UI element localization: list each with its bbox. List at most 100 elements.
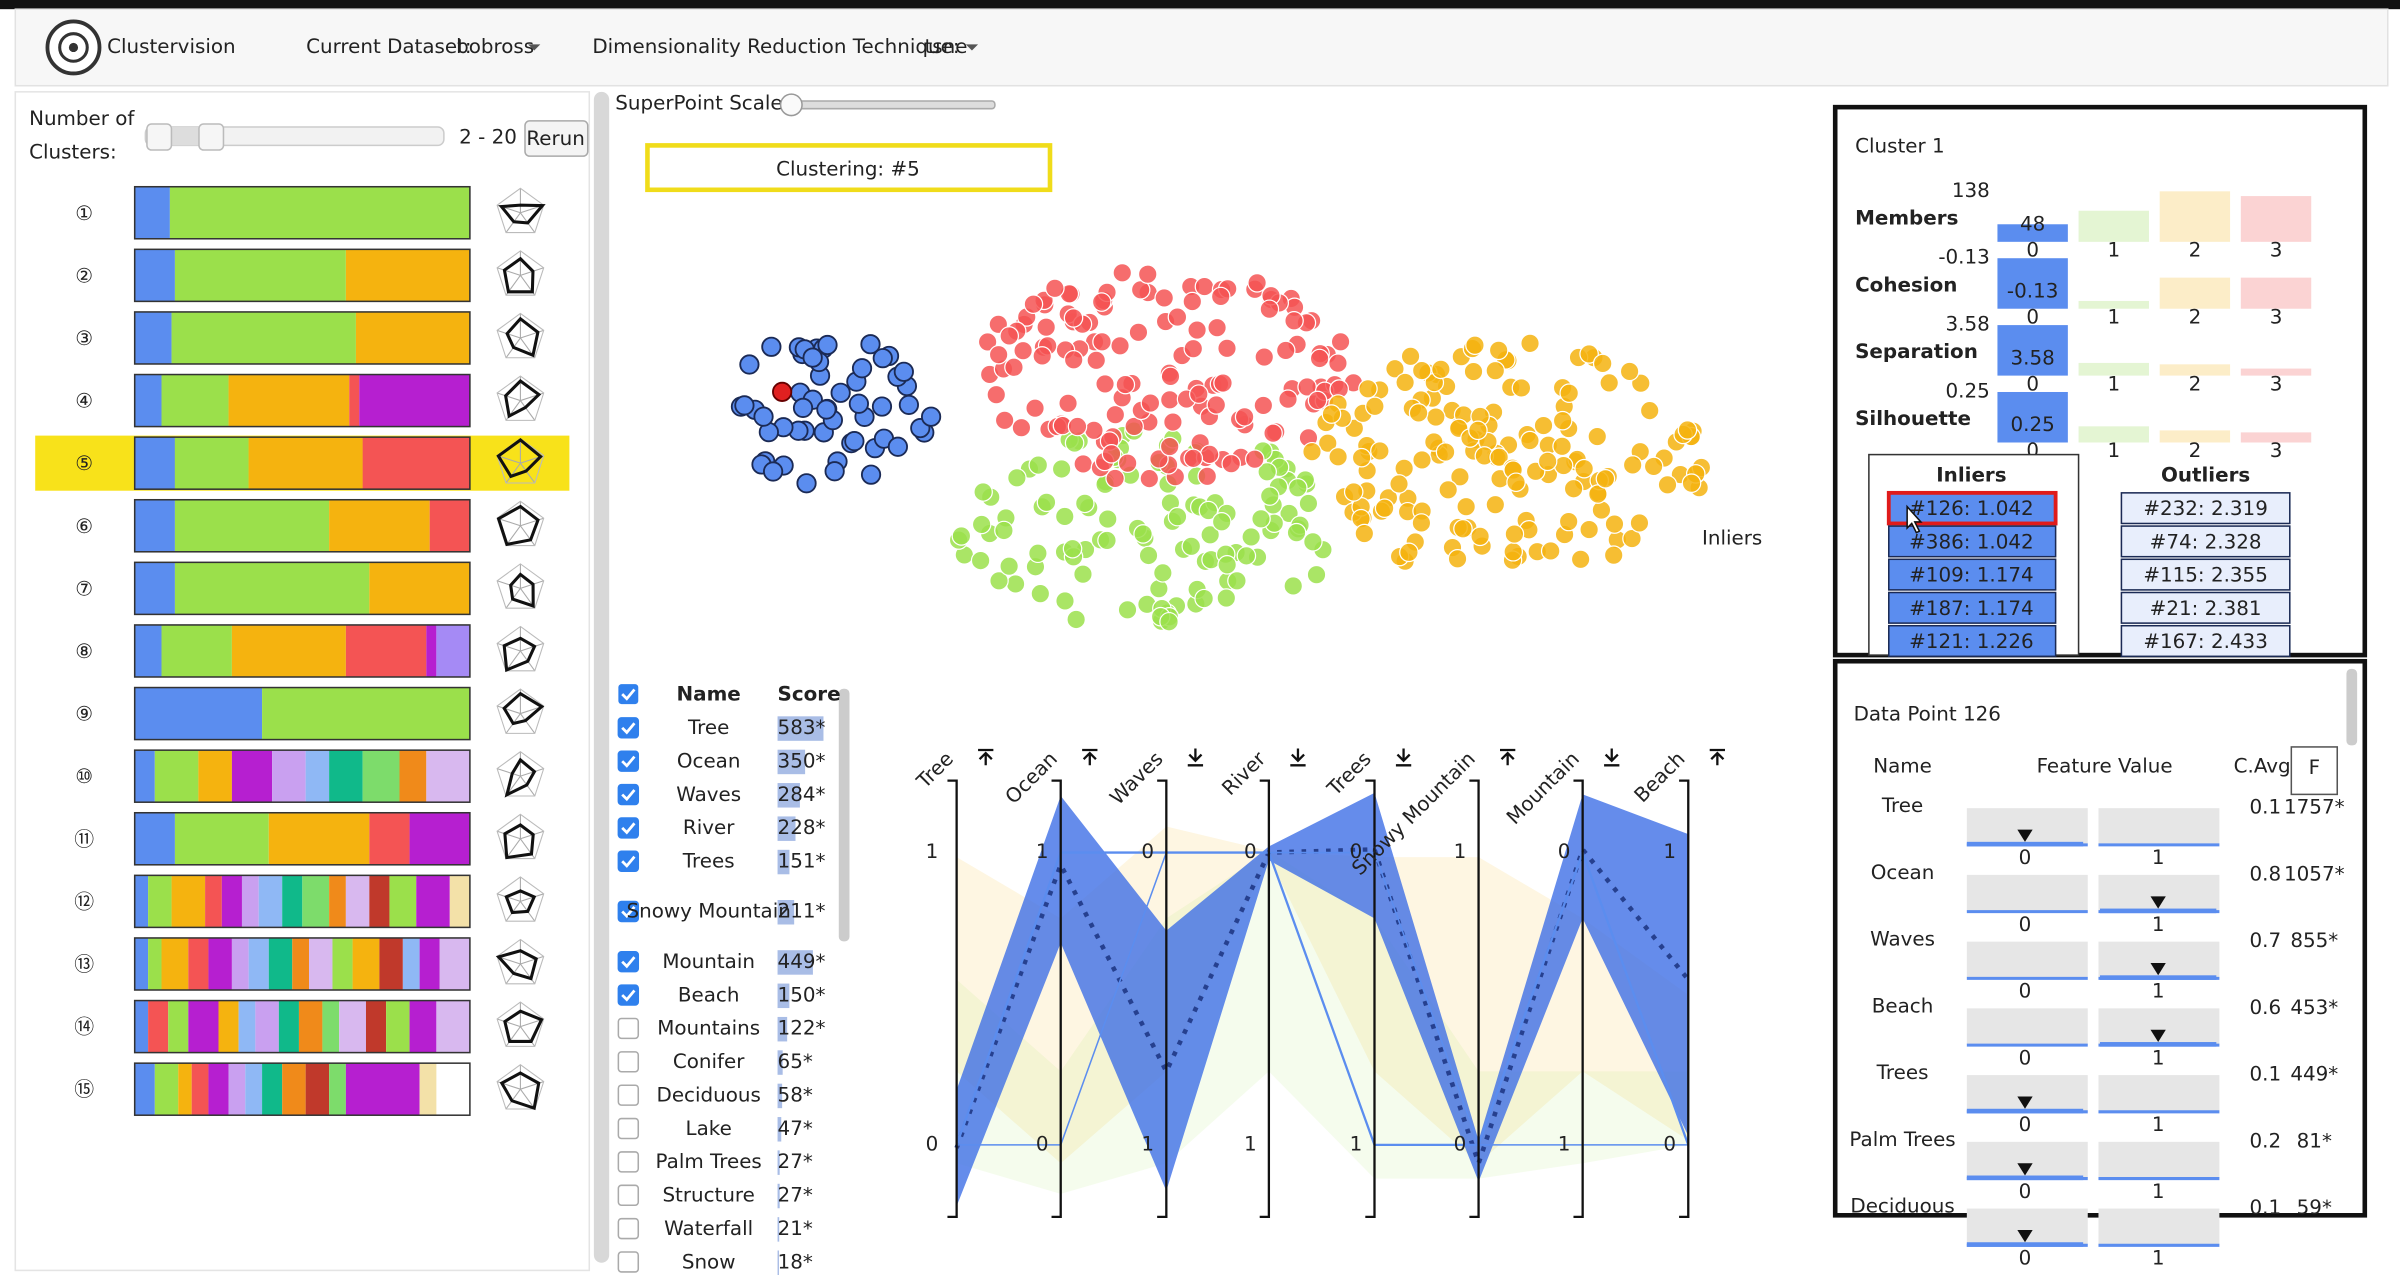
scatter-point[interactable] (734, 395, 755, 416)
sort-icon[interactable] (978, 748, 994, 766)
scatter-point[interactable] (1217, 554, 1237, 575)
scatter-point[interactable] (1408, 403, 1429, 423)
scatter-point[interactable] (1004, 357, 1024, 378)
clustering-bar[interactable] (133, 561, 471, 616)
scatter-point[interactable] (898, 394, 919, 415)
scatter-point[interactable] (817, 334, 838, 356)
checkbox[interactable] (617, 1117, 640, 1140)
scatter-point[interactable] (977, 332, 998, 352)
scatter-point[interactable] (1036, 492, 1057, 513)
scatter-point[interactable] (1330, 332, 1351, 352)
scatter-point[interactable] (1533, 415, 1554, 436)
scatter-point[interactable] (871, 396, 893, 417)
scatter-point[interactable] (1210, 286, 1231, 307)
scatter-point[interactable] (860, 464, 882, 485)
scatter-point[interactable] (1343, 482, 1364, 502)
scatter-point[interactable] (1463, 361, 1484, 382)
scatter-point[interactable] (1489, 447, 1509, 467)
scatter-point[interactable] (1399, 542, 1419, 563)
outlier-label[interactable]: #21: 2.381 (2150, 597, 2262, 620)
scatter-point[interactable] (1365, 396, 1385, 417)
clustering-bar[interactable] (133, 624, 471, 678)
scatter-point[interactable] (1211, 512, 1232, 532)
scatter-point[interactable] (1133, 524, 1153, 544)
scatter-point[interactable] (1188, 384, 1209, 404)
scatter-point[interactable] (1579, 344, 1599, 364)
scatter-point[interactable] (1206, 395, 1227, 415)
scatter-point[interactable] (1622, 455, 1643, 475)
scatter-point[interactable] (1058, 393, 1078, 414)
superpoint-slider[interactable] (787, 100, 996, 110)
scatter-point[interactable] (1128, 322, 1149, 343)
scatter-point[interactable] (1194, 276, 1215, 297)
scatter-point[interactable] (1354, 523, 1375, 544)
inlier-label[interactable]: #187: 1.174 (1909, 597, 2034, 620)
scatter-point[interactable] (1456, 496, 1476, 517)
scatter-point[interactable] (1619, 361, 1640, 382)
scatter-point[interactable] (1358, 379, 1378, 399)
outlier-label[interactable]: #74: 2.328 (2150, 530, 2262, 553)
scatter-point[interactable] (1395, 372, 1415, 393)
scatter-point[interactable] (1159, 611, 1179, 632)
scatter-point[interactable] (1275, 340, 1296, 361)
scatter-point[interactable] (1234, 407, 1255, 427)
inlier-label[interactable]: #109: 1.174 (1909, 564, 2034, 587)
scatter-point[interactable] (1595, 468, 1616, 489)
scatter-point[interactable] (1213, 373, 1233, 393)
scatter-point[interactable] (1216, 588, 1237, 608)
scatter-point[interactable] (1105, 404, 1126, 425)
scatter-point[interactable] (1298, 493, 1319, 514)
scatter-point[interactable] (1105, 468, 1125, 489)
scatter-point[interactable] (1504, 524, 1525, 544)
checkbox[interactable] (617, 1084, 640, 1106)
clustering-number[interactable]: ⑨ (75, 703, 93, 726)
scatter-point[interactable] (1317, 433, 1338, 453)
scatter-point[interactable] (1160, 366, 1181, 387)
sort-icon[interactable] (1290, 748, 1306, 767)
slider-handle[interactable] (198, 123, 225, 151)
clustering-number[interactable]: ③ (75, 327, 93, 350)
scatter-point[interactable] (762, 461, 784, 482)
scatter-point[interactable] (1681, 473, 1702, 493)
scatter-point[interactable] (1570, 549, 1591, 570)
scatter-point[interactable] (988, 344, 1009, 365)
scatter-point[interactable] (1603, 545, 1624, 565)
scatter-point[interactable] (824, 461, 845, 482)
clustering-bar[interactable] (133, 937, 471, 991)
scatter-point[interactable] (1200, 525, 1220, 545)
slider-handle[interactable] (146, 123, 173, 151)
scatter-point[interactable] (1465, 335, 1485, 356)
inlier-label[interactable]: #121: 1.226 (1909, 630, 2034, 653)
inlier-item[interactable] (1888, 558, 2057, 591)
scatter-point[interactable] (893, 361, 914, 382)
inlier-label[interactable]: #126: 1.042 (1909, 497, 2034, 520)
scatter-point[interactable] (1447, 549, 1468, 569)
checkbox[interactable] (617, 850, 640, 872)
clustering-number[interactable]: ① (75, 202, 93, 225)
clustering-bar[interactable] (133, 749, 471, 803)
scatter-point[interactable] (1183, 448, 1204, 469)
scatter-point[interactable] (1137, 264, 1158, 285)
scatter-point[interactable] (1062, 538, 1083, 559)
outlier-item[interactable] (2120, 558, 2291, 591)
scatter-point[interactable] (1503, 541, 1523, 562)
clustering-number[interactable]: ⑧ (75, 640, 93, 663)
clustering-bar[interactable] (133, 248, 471, 303)
scatter-point[interactable] (1552, 410, 1573, 431)
scatter-point[interactable] (1117, 600, 1138, 620)
checkbox[interactable] (617, 1217, 640, 1240)
clustering-number[interactable]: ⑥ (75, 515, 93, 538)
scatter-point[interactable] (970, 550, 991, 571)
scatter-point[interactable] (1084, 420, 1104, 441)
clustering-bar[interactable] (133, 498, 471, 553)
scatter-point[interactable] (1073, 454, 1094, 474)
checkbox[interactable] (618, 684, 639, 705)
clustering-bar[interactable] (133, 311, 471, 365)
scatter-point[interactable] (1051, 459, 1072, 479)
scatter-point[interactable] (1154, 288, 1175, 308)
scatter-point[interactable] (739, 354, 760, 375)
scatter-point[interactable] (1101, 444, 1122, 464)
scatter-point[interactable] (1112, 263, 1133, 283)
scatter-point[interactable] (1411, 513, 1432, 533)
scatter-point[interactable] (1032, 346, 1053, 366)
